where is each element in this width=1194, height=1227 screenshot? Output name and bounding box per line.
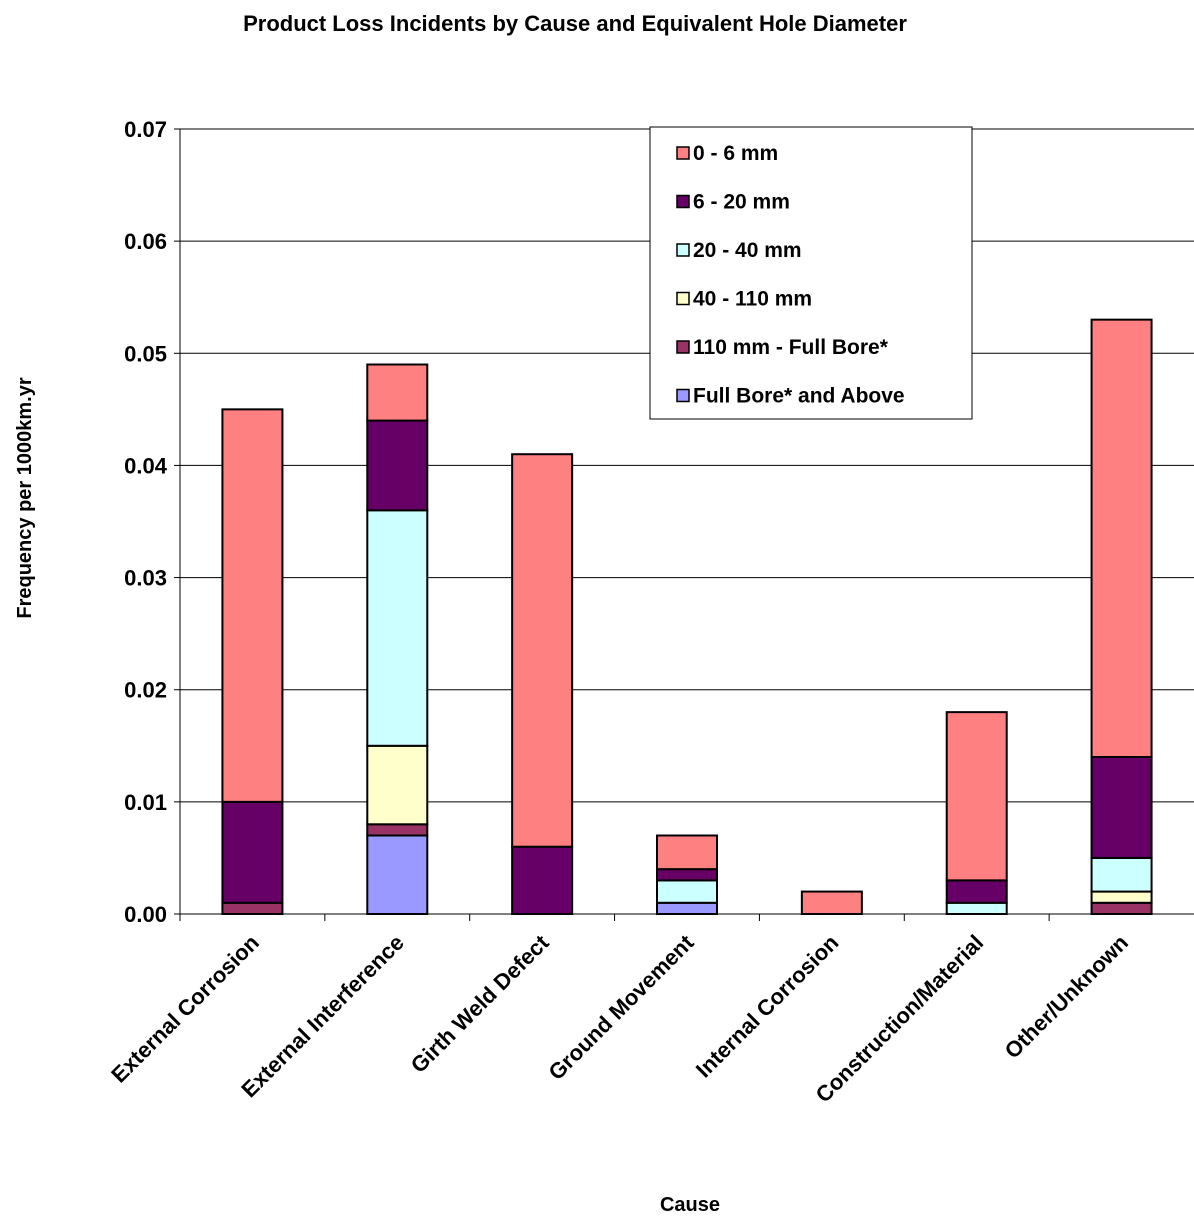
y-tick-label: 0.01 xyxy=(124,790,167,815)
x-tick-label: Girth Weld Defect xyxy=(406,929,554,1077)
legend-swatch-20-40-mm xyxy=(676,243,690,257)
legend-swatch-40-110-mm xyxy=(676,291,690,306)
bar-segment-internal-corrosion-0-6-mm xyxy=(800,890,863,915)
y-tick-label: 0.03 xyxy=(124,566,167,591)
bar-segment-ground-movement-full-bore-and-above xyxy=(656,901,718,915)
legend-swatch-full-bore-and-above xyxy=(676,388,690,403)
legend-swatch-0-6-mm xyxy=(676,146,690,160)
bar-segment-construction-material-0-6-mm xyxy=(945,711,1008,882)
bar-segment-ground-movement-20-40-mm xyxy=(656,879,718,904)
bar-segment-external-interference-40-110-mm xyxy=(366,744,429,826)
bar-segment-external-interference-110-mm-full-bore xyxy=(366,823,429,837)
bar-segment-other-unknown-110-mm-full-bore xyxy=(1090,901,1153,915)
bar-segment-external-interference-full-bore-and-above xyxy=(366,834,429,915)
y-tick-label: 0.04 xyxy=(124,453,168,478)
bar-segment-construction-material-20-40-mm xyxy=(945,901,1008,915)
x-tick-label: Internal Corrosion xyxy=(691,930,844,1083)
bar-segment-girth-weld-defect-0-6-mm xyxy=(511,453,574,848)
bar-segment-other-unknown-20-40-mm xyxy=(1090,856,1153,893)
y-tick-label: 0.06 xyxy=(124,229,167,254)
y-tick-label: 0.00 xyxy=(124,902,167,927)
y-axis-label: Frequency per 1000km.yr xyxy=(14,377,36,618)
y-tick-label: 0.07 xyxy=(124,117,167,142)
chart-title: Product Loss Incidents by Cause and Equi… xyxy=(243,11,907,36)
x-tick-label: Other/Unknown xyxy=(1000,930,1133,1063)
y-tick-label: 0.05 xyxy=(124,341,167,366)
bar-segment-external-corrosion-0-6-mm xyxy=(221,408,284,803)
bar-segment-ground-movement-0-6-mm xyxy=(656,834,718,871)
legend-box xyxy=(649,126,973,420)
bar-segment-girth-weld-defect-6-20-mm xyxy=(511,845,574,916)
x-tick-label: Construction/Material xyxy=(811,930,989,1108)
x-tick-label: External Interference xyxy=(236,930,408,1102)
bar-segment-external-corrosion-110-mm-full-bore xyxy=(221,901,284,915)
x-axis-label: Cause xyxy=(660,1194,720,1216)
bar-segment-external-interference-20-40-mm xyxy=(366,509,429,747)
bar-segment-external-corrosion-6-20-mm xyxy=(221,800,284,904)
x-tick-label: External Corrosion xyxy=(106,930,264,1088)
x-tick-label: Ground Movement xyxy=(543,929,699,1085)
bars xyxy=(221,318,1153,916)
legend: 0 - 6 mm 6 - 20 mm 20 - 40 mm 40 - 110 mm 11… xyxy=(649,126,973,420)
legend-swatch-6-20-mm xyxy=(676,194,690,209)
legend-label: 40 - 110 mm xyxy=(693,288,812,311)
bar-segment-construction-material-6-20-mm xyxy=(945,879,1008,904)
bar-segment-other-unknown-6-20-mm xyxy=(1090,756,1153,859)
bar-segment-external-interference-0-6-mm xyxy=(366,363,429,422)
bar-segment-ground-movement-6-20-mm xyxy=(656,868,718,882)
legend-label: Full Bore* and Above xyxy=(693,385,905,408)
legend-label: 110 mm - Full Bore* xyxy=(693,336,889,359)
legend-swatch-110-mm-full-bore xyxy=(676,340,690,354)
legend-label: 6 - 20 mm xyxy=(693,191,790,214)
bar-segment-other-unknown-0-6-mm xyxy=(1090,318,1153,758)
legend-label: 0 - 6 mm xyxy=(693,142,778,165)
y-tick-label: 0.02 xyxy=(124,678,167,703)
bar-segment-external-interference-6-20-mm xyxy=(366,419,429,512)
bar-segment-other-unknown-40-110-mm xyxy=(1090,890,1153,904)
legend-label: 20 - 40 mm xyxy=(693,239,802,262)
